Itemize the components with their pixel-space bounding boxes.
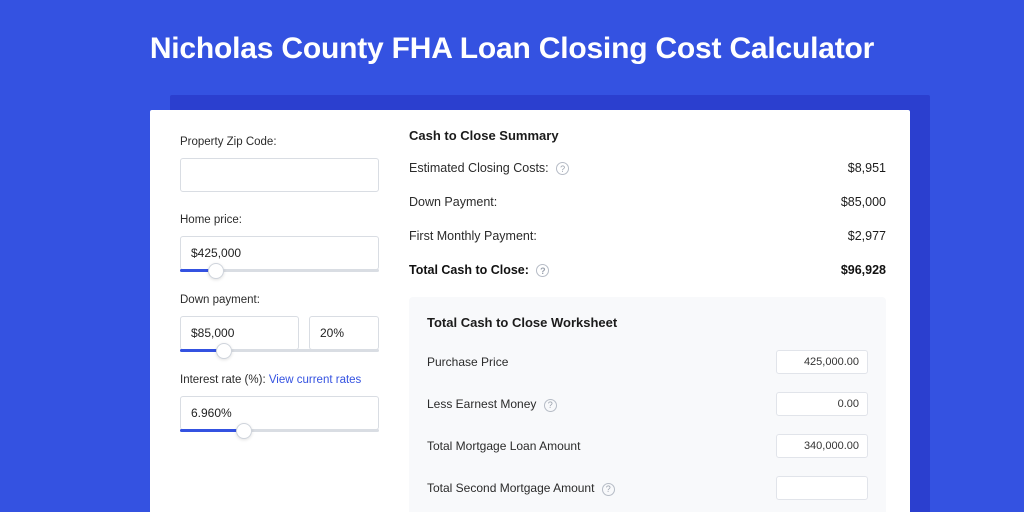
- view-rates-link[interactable]: View current rates: [269, 374, 361, 386]
- summary-total-label-text: Total Cash to Close:: [409, 263, 529, 277]
- zip-field: Property Zip Code:: [180, 136, 379, 192]
- down-payment-field: Down payment:: [180, 294, 379, 352]
- help-icon[interactable]: ?: [602, 483, 615, 496]
- worksheet-label-text: Total Second Mortgage Amount: [427, 481, 594, 495]
- interest-rate-slider-thumb[interactable]: [236, 423, 252, 439]
- summary-value: $85,000: [841, 195, 886, 209]
- inputs-column: Property Zip Code: Home price: Down paym…: [150, 118, 395, 512]
- interest-rate-label: Interest rate (%): View current rates: [180, 374, 379, 386]
- summary-total-label: Total Cash to Close: ?: [409, 263, 549, 277]
- help-icon[interactable]: ?: [544, 399, 557, 412]
- results-column: Cash to Close Summary Estimated Closing …: [395, 118, 910, 512]
- worksheet-card: Total Cash to Close Worksheet Purchase P…: [409, 297, 886, 512]
- home-price-slider[interactable]: [180, 269, 379, 272]
- summary-value: $8,951: [848, 161, 886, 175]
- summary-label-text: Estimated Closing Costs:: [409, 161, 549, 175]
- summary-title: Cash to Close Summary: [409, 128, 886, 143]
- worksheet-label: Less Earnest Money ?: [427, 397, 557, 411]
- zip-input[interactable]: [180, 158, 379, 192]
- down-payment-percent-input[interactable]: [309, 316, 379, 350]
- summary-row-total: Total Cash to Close: ? $96,928: [409, 263, 886, 277]
- summary-label: Down Payment:: [409, 195, 497, 209]
- summary-row-closing-costs: Estimated Closing Costs: ? $8,951: [409, 161, 886, 175]
- worksheet-value[interactable]: 0.00: [776, 392, 868, 416]
- summary-label: First Monthly Payment:: [409, 229, 537, 243]
- worksheet-row-purchase-price: Purchase Price 425,000.00: [427, 350, 868, 374]
- worksheet-label: Total Second Mortgage Amount ?: [427, 481, 615, 495]
- interest-rate-label-text: Interest rate (%):: [180, 374, 266, 386]
- down-payment-amount-input[interactable]: [180, 316, 299, 350]
- summary-label: Estimated Closing Costs: ?: [409, 161, 569, 175]
- worksheet-value[interactable]: [776, 476, 868, 500]
- summary-row-down-payment: Down Payment: $85,000: [409, 195, 886, 209]
- worksheet-row-mortgage-amount: Total Mortgage Loan Amount 340,000.00: [427, 434, 868, 458]
- calculator-card: Property Zip Code: Home price: Down paym…: [150, 110, 910, 512]
- down-payment-slider-thumb[interactable]: [216, 343, 232, 359]
- interest-rate-slider-fill: [180, 429, 244, 432]
- worksheet-row-earnest-money: Less Earnest Money ? 0.00: [427, 392, 868, 416]
- worksheet-label: Purchase Price: [427, 355, 508, 369]
- worksheet-title: Total Cash to Close Worksheet: [427, 315, 868, 330]
- summary-row-first-payment: First Monthly Payment: $2,977: [409, 229, 886, 243]
- worksheet-label-text: Less Earnest Money: [427, 397, 536, 411]
- zip-label: Property Zip Code:: [180, 136, 379, 148]
- worksheet-label: Total Mortgage Loan Amount: [427, 439, 580, 453]
- help-icon[interactable]: ?: [536, 264, 549, 277]
- down-payment-label: Down payment:: [180, 294, 379, 306]
- interest-rate-slider[interactable]: [180, 429, 379, 432]
- page-title: Nicholas County FHA Loan Closing Cost Ca…: [0, 0, 1024, 66]
- interest-rate-field: Interest rate (%): View current rates: [180, 374, 379, 432]
- summary-value: $2,977: [848, 229, 886, 243]
- down-payment-slider[interactable]: [180, 349, 379, 352]
- home-price-slider-thumb[interactable]: [208, 263, 224, 279]
- summary-total-value: $96,928: [841, 263, 886, 277]
- help-icon[interactable]: ?: [556, 162, 569, 175]
- home-price-field: Home price:: [180, 214, 379, 272]
- interest-rate-input[interactable]: [180, 396, 379, 430]
- worksheet-value[interactable]: 425,000.00: [776, 350, 868, 374]
- worksheet-row-second-mortgage: Total Second Mortgage Amount ?: [427, 476, 868, 500]
- home-price-label: Home price:: [180, 214, 379, 226]
- worksheet-value[interactable]: 340,000.00: [776, 434, 868, 458]
